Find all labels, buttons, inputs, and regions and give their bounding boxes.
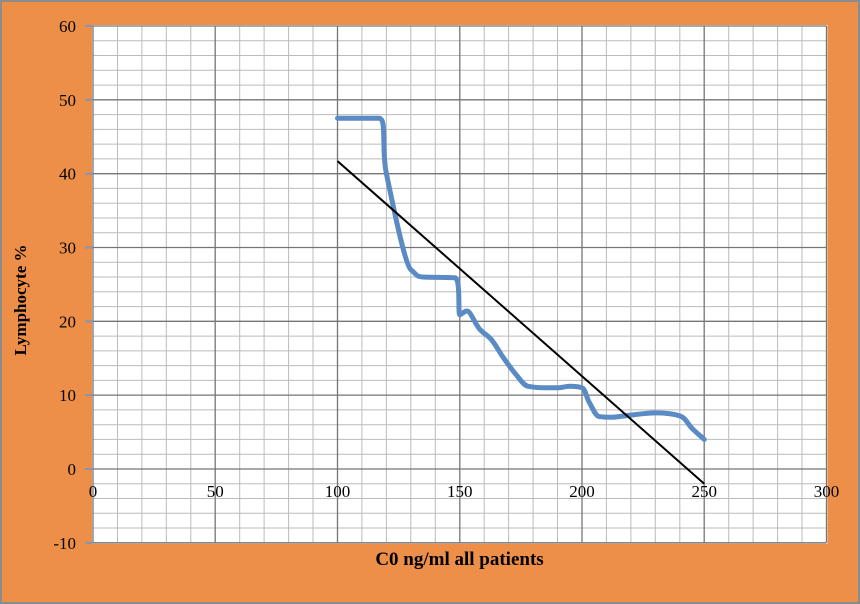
svg-text:100: 100 bbox=[325, 482, 351, 501]
svg-text:10: 10 bbox=[59, 386, 76, 405]
svg-text:0: 0 bbox=[89, 482, 98, 501]
svg-text:20: 20 bbox=[59, 312, 76, 331]
svg-text:-10: -10 bbox=[53, 534, 76, 553]
svg-text:150: 150 bbox=[447, 482, 473, 501]
svg-text:60: 60 bbox=[59, 17, 76, 36]
svg-text:30: 30 bbox=[59, 239, 76, 258]
svg-text:50: 50 bbox=[59, 91, 76, 110]
svg-text:40: 40 bbox=[59, 165, 76, 184]
svg-text:50: 50 bbox=[207, 482, 224, 501]
svg-text:300: 300 bbox=[814, 482, 840, 501]
svg-text:0: 0 bbox=[68, 460, 77, 479]
svg-text:200: 200 bbox=[569, 482, 595, 501]
svg-text:250: 250 bbox=[691, 482, 717, 501]
